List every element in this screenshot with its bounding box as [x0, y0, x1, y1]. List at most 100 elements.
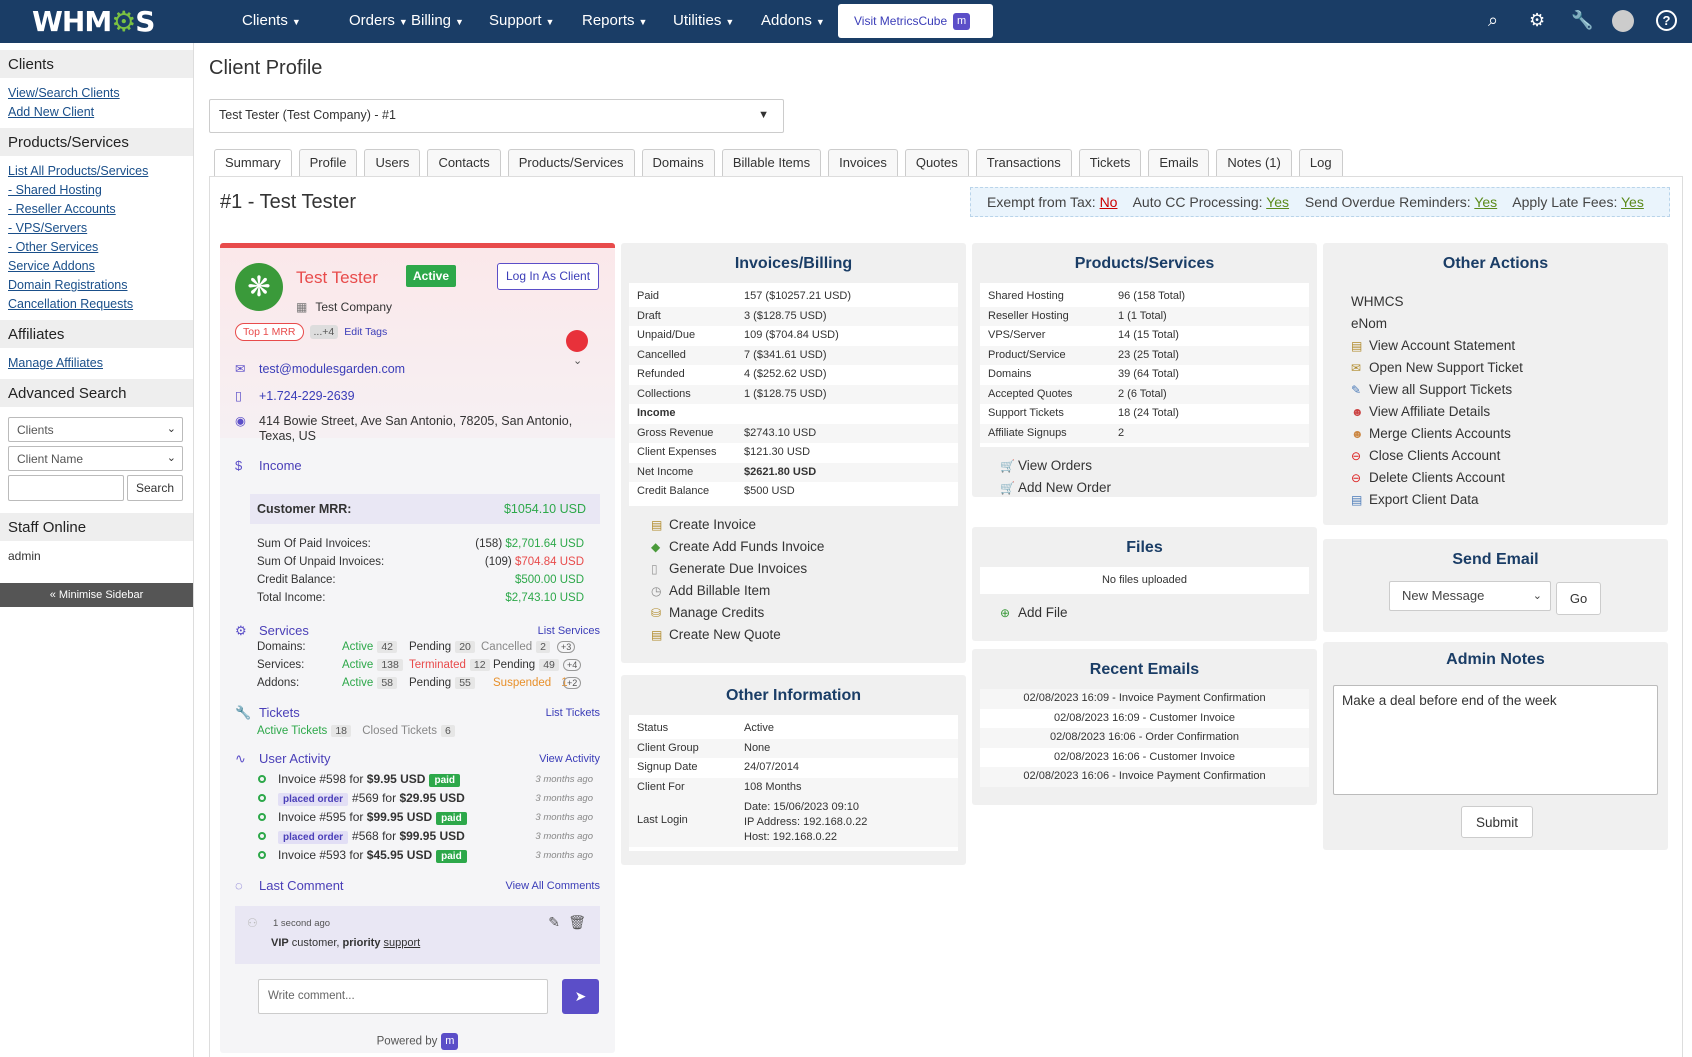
add-new-client-link[interactable]: Add New Client	[8, 105, 95, 119]
more-tags-button[interactable]: ...+4	[309, 325, 339, 339]
delete-clients-account-link[interactable]: ⊖ Delete Clients Account	[1351, 467, 1668, 489]
search-input[interactable]	[8, 475, 124, 501]
svc-more-button[interactable]: +2	[563, 677, 582, 689]
tab-notes[interactable]: Notes (1)	[1216, 149, 1292, 176]
export-client-data-link[interactable]: ▤ Export Client Data	[1351, 489, 1668, 511]
activity-ref[interactable]: Invoice #593	[278, 848, 347, 862]
tab-users[interactable]: Users	[364, 149, 421, 176]
send-comment-button[interactable]: ➤	[562, 979, 599, 1014]
tab-quotes[interactable]: Quotes	[904, 149, 969, 176]
tab-emails[interactable]: Emails	[1148, 149, 1210, 176]
search-icon[interactable]: ⌕	[1488, 10, 1499, 30]
activity-ref[interactable]: #568	[352, 829, 379, 843]
activity-ref[interactable]: Invoice #595	[278, 810, 347, 824]
tab-billable-items[interactable]: Billable Items	[721, 149, 822, 176]
send-email-go-button[interactable]: Go	[1556, 582, 1601, 615]
domain-registrations-link[interactable]: Domain Registrations	[8, 278, 128, 292]
view-account-statement-link[interactable]: ▤ View Account Statement	[1351, 335, 1668, 357]
login-as-client-button[interactable]: Log In As Client	[497, 263, 599, 290]
tag-top-mrr[interactable]: Top 1 MRR	[235, 323, 304, 341]
chevron-down-icon[interactable]: ⌄	[573, 355, 583, 367]
tab-contacts[interactable]: Contacts	[427, 149, 501, 176]
add-billable-item-link[interactable]: ◷ Add Billable Item	[651, 580, 966, 602]
nav-addons[interactable]: Addons ▼	[761, 12, 825, 29]
visit-metricscube-button[interactable]: Visit MetricsCube m	[838, 4, 993, 38]
view-activity-link[interactable]: View Activity	[539, 753, 600, 765]
manage-credits-link[interactable]: ⛁ Manage Credits	[651, 602, 966, 624]
add-file-link[interactable]: ⊕ Add File	[1000, 602, 1317, 624]
list-all-products-link[interactable]: List All Products/Services	[8, 164, 149, 178]
avatar-icon[interactable]	[1612, 10, 1634, 32]
shared-hosting-link[interactable]: - Shared Hosting	[8, 183, 102, 197]
add-new-order-link[interactable]: 🛒 Add New Order	[1000, 477, 1317, 499]
reseller-accounts-link[interactable]: - Reseller Accounts	[8, 202, 116, 216]
email-item[interactable]: 02/08/2023 16:06 - Customer Invoice	[1053, 750, 1235, 763]
generate-due-invoices-link[interactable]: ▯ Generate Due Invoices	[651, 558, 966, 580]
view-search-clients-link[interactable]: View/Search Clients	[8, 86, 120, 100]
view-all-support-tickets-link[interactable]: ✎ View all Support Tickets	[1351, 379, 1668, 401]
activity-ref[interactable]: Invoice #598	[278, 772, 347, 786]
flag-tax-value[interactable]: No	[1099, 194, 1118, 210]
flag-late-fees-value[interactable]: Yes	[1621, 194, 1644, 210]
nav-clients[interactable]: Clients ▼	[242, 12, 301, 29]
merge-clients-accounts-link[interactable]: ☻ Merge Clients Accounts	[1351, 423, 1668, 445]
activity-ref[interactable]: #569	[352, 791, 379, 805]
tab-log[interactable]: Log	[1298, 149, 1343, 176]
nav-support[interactable]: Support ▼	[489, 12, 554, 29]
close-clients-account-link[interactable]: ⊖ Close Clients Account	[1351, 445, 1668, 467]
list-tickets-link[interactable]: List Tickets	[545, 707, 600, 719]
submit-notes-button[interactable]: Submit	[1461, 806, 1533, 838]
search-button[interactable]: Search	[127, 475, 183, 501]
nav-billing[interactable]: Billing ▼	[411, 12, 464, 29]
email-item[interactable]: 02/08/2023 16:09 - Customer Invoice	[1053, 711, 1235, 724]
nav-orders[interactable]: Orders ▼	[349, 12, 408, 29]
nav-utilities[interactable]: Utilities ▼	[673, 12, 734, 29]
email-item[interactable]: 02/08/2023 16:09 - Invoice Payment Confi…	[980, 689, 1309, 709]
create-add-funds-invoice-link[interactable]: ◆ Create Add Funds Invoice	[651, 536, 966, 558]
other-services-link[interactable]: - Other Services	[8, 240, 99, 254]
status-dot-icon[interactable]	[566, 330, 588, 352]
tab-tickets[interactable]: Tickets	[1078, 149, 1142, 176]
edit-tags-link[interactable]: Edit Tags	[344, 326, 388, 338]
tab-summary[interactable]: Summary	[214, 149, 292, 176]
pencil-icon[interactable]: ✎	[548, 914, 560, 930]
nav-reports[interactable]: Reports ▼	[582, 12, 647, 29]
svc-more-button[interactable]: +3	[557, 641, 576, 653]
wrench-icon[interactable]: 🔧	[1571, 10, 1594, 30]
client-selector[interactable]: Test Tester (Test Company) - #1 ▼	[209, 99, 784, 133]
vps-servers-link[interactable]: - VPS/Servers	[8, 221, 88, 235]
tab-products-services[interactable]: Products/Services	[507, 149, 635, 176]
settings-icon[interactable]: ⚙	[1529, 10, 1546, 30]
search-type-select[interactable]: Clients ⌄	[8, 417, 183, 442]
create-new-quote-link[interactable]: ▤ Create New Quote	[651, 624, 966, 646]
phone-link[interactable]: +1.724-229-2639	[259, 389, 355, 403]
admin-notes-textarea[interactable]: Make a deal before end of the week	[1333, 685, 1658, 795]
cancellation-requests-link[interactable]: Cancellation Requests	[8, 297, 134, 311]
svc-more-button[interactable]: +4	[563, 659, 582, 671]
income-label: Total Income:	[257, 592, 326, 604]
trash-icon[interactable]: 🗑	[568, 914, 586, 930]
email-item[interactable]: 02/08/2023 16:06 - Order Confirmation	[980, 728, 1309, 748]
tab-profile[interactable]: Profile	[298, 149, 358, 176]
tab-invoices[interactable]: Invoices	[828, 149, 898, 176]
open-new-support-ticket-link[interactable]: ✉ Open New Support Ticket	[1351, 357, 1668, 379]
tab-domains[interactable]: Domains	[641, 149, 715, 176]
create-invoice-link[interactable]: ▤ Create Invoice	[651, 514, 966, 536]
manage-affiliates-link[interactable]: Manage Affiliates	[8, 356, 103, 370]
comment-input[interactable]: Write comment...	[258, 979, 548, 1014]
help-icon[interactable]: ?	[1656, 10, 1677, 31]
whmcs-logo[interactable]: WHM⚙S	[32, 5, 155, 38]
view-affiliate-details-link[interactable]: ☻ View Affiliate Details	[1351, 401, 1668, 423]
search-field-select[interactable]: Client Name ⌄	[8, 446, 183, 471]
list-services-link[interactable]: List Services	[537, 625, 600, 637]
email-link[interactable]: test@modulesgarden.com	[259, 362, 406, 376]
service-addons-link[interactable]: Service Addons	[8, 259, 95, 273]
tab-transactions[interactable]: Transactions	[975, 149, 1072, 176]
flag-overdue-value[interactable]: Yes	[1474, 194, 1498, 210]
email-item[interactable]: 02/08/2023 16:06 - Invoice Payment Confi…	[980, 767, 1309, 787]
view-all-comments-link[interactable]: View All Comments	[505, 880, 600, 892]
minimise-sidebar-button[interactable]: « Minimise Sidebar	[0, 583, 193, 607]
flag-auto-cc-value[interactable]: Yes	[1266, 194, 1290, 210]
email-template-select[interactable]: New Message ⌄	[1389, 581, 1551, 611]
view-orders-link[interactable]: 🛒 View Orders	[1000, 455, 1317, 477]
